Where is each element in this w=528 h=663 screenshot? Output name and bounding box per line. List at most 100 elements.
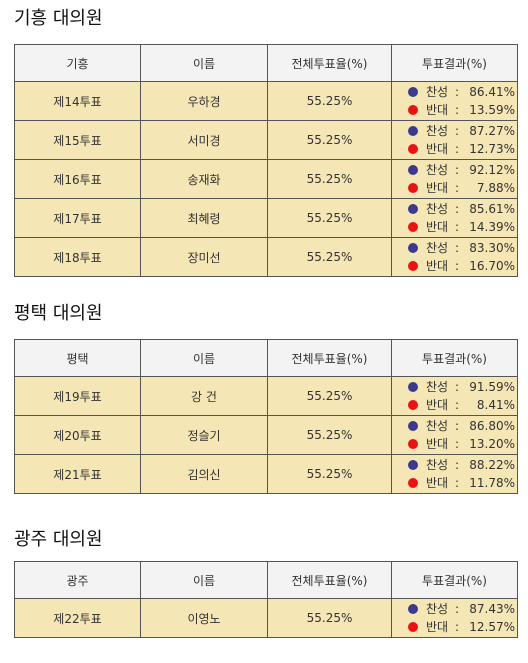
vote-number: 제18투표 <box>14 237 141 277</box>
table-row: 제14투표 우하경 55.25% 찬성:86.41% 반대:13.59% <box>14 81 518 121</box>
yes-value: 87.27% <box>469 124 515 138</box>
result-cell: 찬성:86.41% 반대:13.59% <box>391 81 518 121</box>
yes-dot-icon <box>408 382 418 392</box>
candidate-name: 송재화 <box>140 159 268 199</box>
candidate-name: 김의신 <box>140 454 268 494</box>
yes-label: 찬성 <box>425 241 449 255</box>
turnout: 55.25% <box>267 159 392 199</box>
no-value: 12.73% <box>469 142 515 156</box>
yes-label: 찬성 <box>425 163 449 177</box>
yes-value: 85.61% <box>469 202 515 216</box>
table-row: 제19투표 강 건 55.25% 찬성:91.59% 반대:8.41% <box>14 376 518 416</box>
result-cell: 찬성:91.59% 반대:8.41% <box>391 376 518 416</box>
yes-dot-icon <box>408 460 418 470</box>
header-turnout: 전체투표율(%) <box>267 561 392 599</box>
vote-number: 제21투표 <box>14 454 141 494</box>
section-title: 광주 대의원 <box>14 529 103 550</box>
table-row: 제17투표 최혜령 55.25% 찬성:85.61% 반대:14.39% <box>14 198 518 238</box>
vote-table: 평택 이름 전체투표율(%) 투표결과(%) 제19투표 강 건 55.25% … <box>14 339 518 494</box>
no-label: 반대 <box>425 398 449 412</box>
yes-value: 86.41% <box>469 85 515 99</box>
no-value: 16.70% <box>469 259 515 273</box>
no-label: 반대 <box>425 220 449 234</box>
result-cell: 찬성:92.12% 반대:7.88% <box>391 159 518 199</box>
header-row: 광주 이름 전체투표율(%) 투표결과(%) <box>14 561 518 599</box>
header-turnout: 전체투표율(%) <box>267 44 392 82</box>
vote-number: 제19투표 <box>14 376 141 416</box>
result-cell: 찬성:85.61% 반대:14.39% <box>391 198 518 238</box>
header-result: 투표결과(%) <box>391 44 518 82</box>
no-value: 7.88% <box>476 181 515 195</box>
no-dot-icon <box>408 222 418 232</box>
result-cell: 찬성:87.27% 반대:12.73% <box>391 120 518 160</box>
table-row: 제22투표 이영노 55.25% 찬성:87.43% 반대:12.57% <box>14 598 518 638</box>
turnout: 55.25% <box>267 237 392 277</box>
turnout: 55.25% <box>267 415 392 455</box>
yes-value: 87.43% <box>469 602 515 616</box>
no-dot-icon <box>408 439 418 449</box>
yes-dot-icon <box>408 165 418 175</box>
header-turnout: 전체투표율(%) <box>267 339 392 377</box>
section-gwangju: 광주 대의원 광주 이름 전체투표율(%) 투표결과(%) 제22투표 이영노 … <box>14 529 518 638</box>
yes-label: 찬성 <box>425 85 449 99</box>
yes-label: 찬성 <box>425 380 449 394</box>
result-cell: 찬성:86.80% 반대:13.20% <box>391 415 518 455</box>
vote-number: 제14투표 <box>14 81 141 121</box>
vote-number: 제16투표 <box>14 159 141 199</box>
candidate-name: 최혜령 <box>140 198 268 238</box>
turnout: 55.25% <box>267 120 392 160</box>
no-label: 반대 <box>425 181 449 195</box>
yes-label: 찬성 <box>425 602 449 616</box>
candidate-name: 강 건 <box>140 376 268 416</box>
table-row: 제21투표 김의신 55.25% 찬성:88.22% 반대:11.78% <box>14 454 518 494</box>
header-region: 기흥 <box>14 44 141 82</box>
table-row: 제18투표 장미선 55.25% 찬성:83.30% 반대:16.70% <box>14 237 518 277</box>
no-dot-icon <box>408 105 418 115</box>
no-dot-icon <box>408 622 418 632</box>
turnout: 55.25% <box>267 376 392 416</box>
section-title: 평택 대의원 <box>14 303 103 324</box>
no-value: 12.57% <box>469 620 515 634</box>
turnout: 55.25% <box>267 198 392 238</box>
vote-number: 제20투표 <box>14 415 141 455</box>
yes-label: 찬성 <box>425 458 449 472</box>
candidate-name: 장미선 <box>140 237 268 277</box>
no-value: 13.20% <box>469 437 515 451</box>
yes-value: 83.30% <box>469 241 515 255</box>
candidate-name: 서미경 <box>140 120 268 160</box>
header-name: 이름 <box>140 44 268 82</box>
header-region: 광주 <box>14 561 141 599</box>
yes-label: 찬성 <box>425 419 449 433</box>
candidate-name: 정슬기 <box>140 415 268 455</box>
header-name: 이름 <box>140 561 268 599</box>
result-cell: 찬성:88.22% 반대:11.78% <box>391 454 518 494</box>
no-value: 11.78% <box>469 476 515 490</box>
section-title: 기흥 대의원 <box>14 8 103 29</box>
no-label: 반대 <box>425 259 449 273</box>
yes-dot-icon <box>408 87 418 97</box>
yes-value: 88.22% <box>469 458 515 472</box>
no-dot-icon <box>408 144 418 154</box>
turnout: 55.25% <box>267 598 392 638</box>
turnout: 55.25% <box>267 454 392 494</box>
no-label: 반대 <box>425 620 449 634</box>
yes-dot-icon <box>408 421 418 431</box>
yes-label: 찬성 <box>425 202 449 216</box>
vote-number: 제17투표 <box>14 198 141 238</box>
no-value: 8.41% <box>476 398 515 412</box>
vote-table: 기흥 이름 전체투표율(%) 투표결과(%) 제14투표 우하경 55.25% … <box>14 44 518 277</box>
yes-dot-icon <box>408 126 418 136</box>
header-row: 평택 이름 전체투표율(%) 투표결과(%) <box>14 339 518 377</box>
candidate-name: 우하경 <box>140 81 268 121</box>
yes-value: 92.12% <box>469 163 515 177</box>
vote-number: 제22투표 <box>14 598 141 638</box>
vote-number: 제15투표 <box>14 120 141 160</box>
header-region: 평택 <box>14 339 141 377</box>
table-row: 제16투표 송재화 55.25% 찬성:92.12% 반대:7.88% <box>14 159 518 199</box>
no-dot-icon <box>408 183 418 193</box>
section-giheung: 기흥 대의원 기흥 이름 전체투표율(%) 투표결과(%) 제14투표 우하경 … <box>14 8 518 277</box>
no-value: 14.39% <box>469 220 515 234</box>
yes-dot-icon <box>408 243 418 253</box>
header-result: 투표결과(%) <box>391 339 518 377</box>
yes-label: 찬성 <box>425 124 449 138</box>
